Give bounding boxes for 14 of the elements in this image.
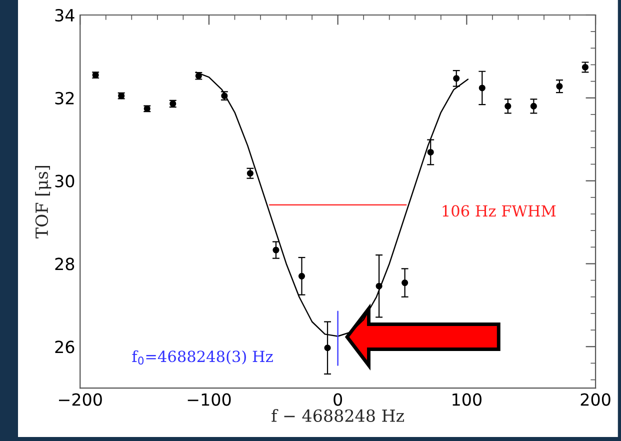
annotation: 106 Hz FWHM [442, 205, 556, 217]
y-tick-label: 26 [55, 340, 74, 354]
annotation: f$_{0}$=4688248(3) Hz [132, 350, 273, 365]
y-tick-label: 28 [55, 258, 74, 270]
x-tick-label: 0 [334, 393, 342, 406]
x-tick-label: −100 [188, 393, 231, 406]
y-tick-label: 30 [55, 174, 74, 188]
y-tick-label: 32 [55, 92, 74, 104]
x-tick-label: 100 [452, 393, 482, 406]
x-tick-label: −200 [58, 393, 102, 406]
x-axis-title: f − 4688248 Hz [272, 409, 404, 422]
y-axis-title: TOF [μs] [35, 166, 52, 238]
x-tick-label: 200 [580, 393, 610, 406]
y-tick-label: 34 [55, 8, 74, 22]
